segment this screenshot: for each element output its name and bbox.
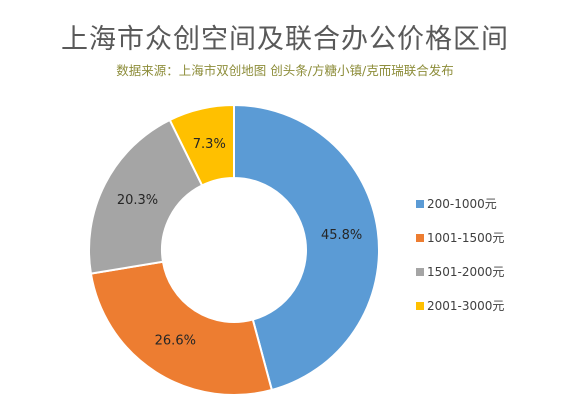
data-label-1501-2000: 20.3% bbox=[117, 193, 158, 208]
donut-data-labels: 45.8% 26.6% 20.3% 7.3% bbox=[117, 137, 362, 349]
slice-1001-1500 bbox=[89, 260, 274, 396]
legend-swatch bbox=[416, 234, 424, 242]
legend-swatch bbox=[416, 200, 424, 208]
slice-2001-3000 bbox=[168, 103, 235, 187]
slice-200-1000 bbox=[233, 103, 380, 392]
slice-1501-2000 bbox=[88, 118, 204, 275]
data-label-2001-3000: 7.3% bbox=[193, 137, 226, 152]
legend-label: 1001-1500元 bbox=[427, 231, 505, 245]
data-label-200-1000: 45.8% bbox=[321, 228, 362, 243]
legend-swatch bbox=[416, 302, 424, 310]
legend-swatch bbox=[416, 268, 424, 276]
data-label-1001-1500: 26.6% bbox=[155, 334, 196, 349]
chart-subtitle: 数据来源：上海市双创地图 创头条/方糖小镇/克而瑞联合发布 bbox=[116, 63, 454, 78]
legend-label: 1501-2000元 bbox=[427, 265, 505, 279]
donut-slices bbox=[88, 103, 380, 396]
chart-title: 上海市众创空间及联合办公价格区间 bbox=[61, 24, 509, 55]
legend-label: 2001-3000元 bbox=[427, 299, 505, 313]
legend-label: 200-1000元 bbox=[427, 197, 497, 211]
